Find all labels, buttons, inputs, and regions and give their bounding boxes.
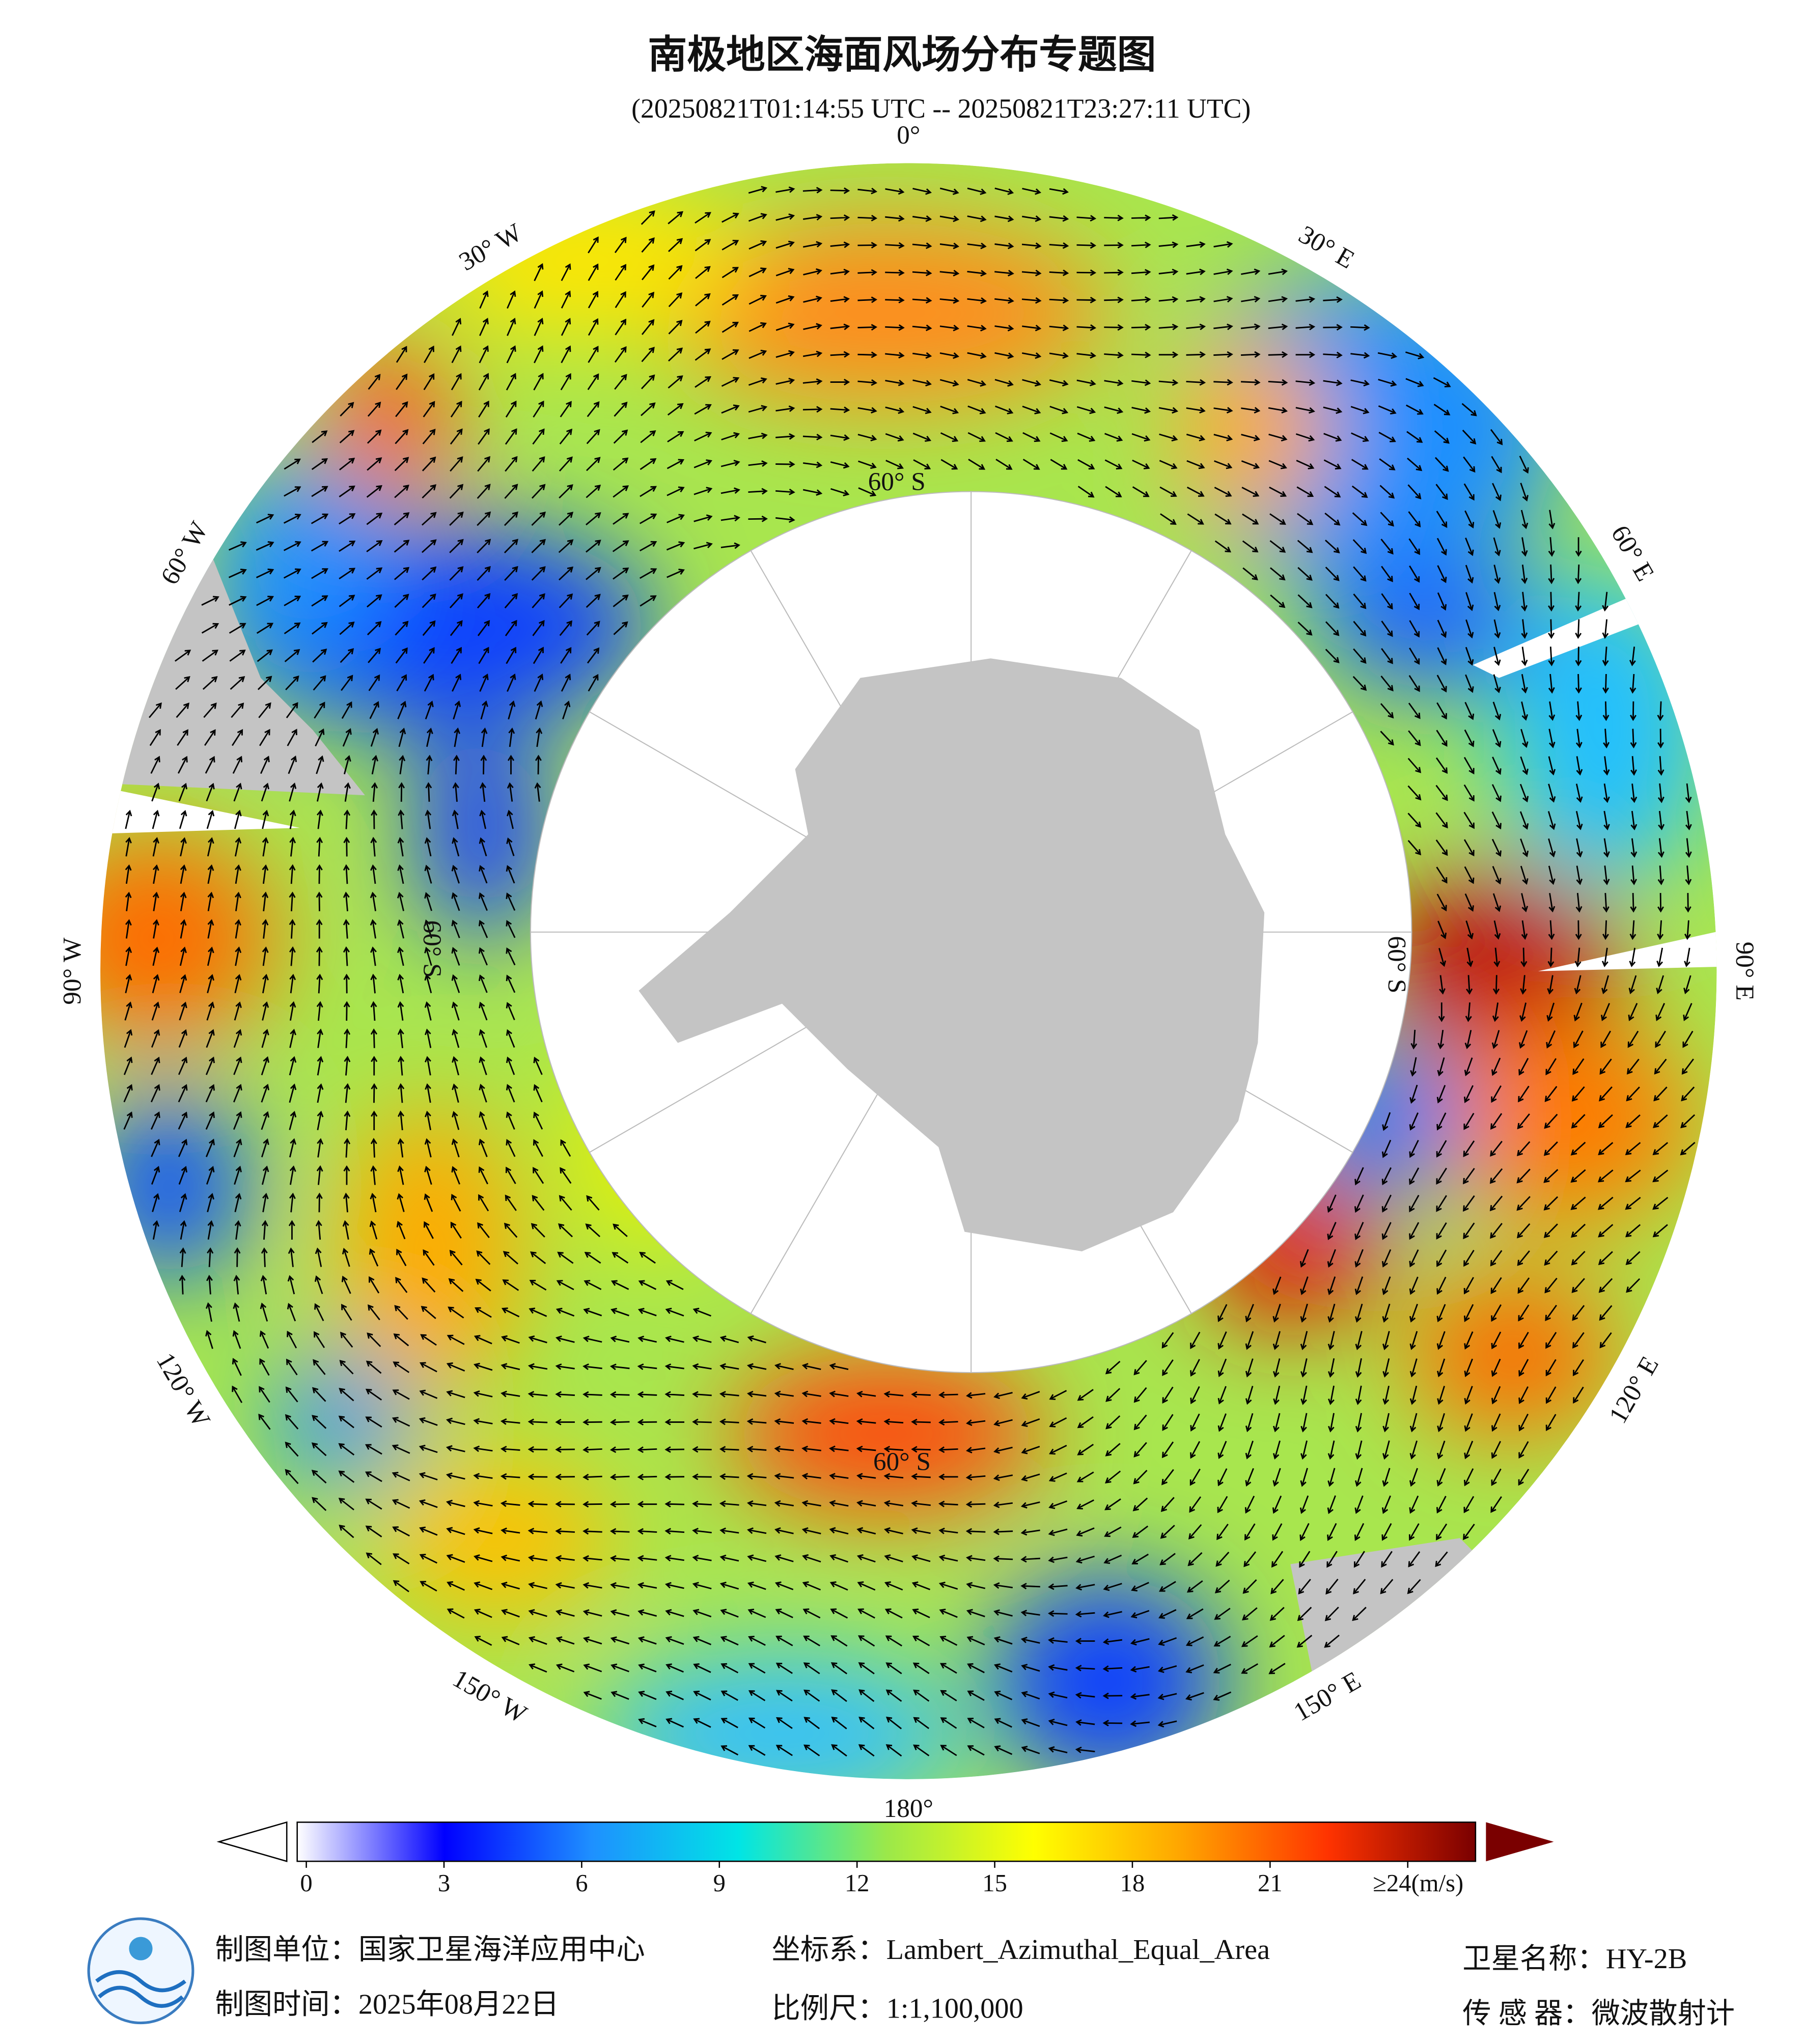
latitude-label: 60° S (868, 467, 926, 496)
data-gap (1538, 912, 1717, 971)
latitude-label: 60° S (873, 1447, 931, 1476)
colorbar-ticks: 0 3 6 9 12 15 18 21 ≥24(m/s) (300, 1861, 1463, 1897)
colorbar-tick-label: 9 (713, 1869, 726, 1897)
logo (87, 1917, 195, 2025)
wind-field (100, 163, 1717, 1779)
colorbar-tick-label: 18 (1120, 1869, 1145, 1897)
latitude-label: 60° S (418, 920, 447, 978)
footer-text: 卫星名称：HY-2B (1462, 1943, 1687, 1975)
footer: 制图单位：国家卫星海洋应用中心 坐标系：Lambert_Azimuthal_Equ… (215, 1934, 1735, 2029)
footer-text: 坐标系：Lambert_Azimuthal_Equal_Area (772, 1934, 1270, 1966)
colorbar-tick-label: 6 (575, 1869, 588, 1897)
data-gap (100, 782, 300, 834)
colorbar-max-arrow (1486, 1822, 1554, 1862)
footer-text: 比例尺：1:1,100,000 (772, 1993, 1023, 2024)
colorbar-tick-label: 21 (1258, 1869, 1283, 1897)
footer-text: 传 感 器：微波散射计 (1462, 1998, 1735, 2030)
title: 南极地区海面风场分布专题图 (648, 33, 1156, 78)
subtitle: (20250821T01:14:55 UTC -- 20250821T23:27… (631, 93, 1251, 124)
colorbar-tick-label: 12 (845, 1869, 870, 1897)
land-australia (1290, 1538, 1564, 1695)
colorbar-tick-label: ≥24(m/s) (1373, 1869, 1463, 1897)
wind-arrows (123, 186, 1696, 1757)
longitude-label: 180° (884, 1794, 933, 1823)
land-south-america (100, 547, 365, 796)
longitude-label: 0° (897, 121, 920, 150)
longitude-label: 90° E (1730, 942, 1759, 1001)
colorbar (296, 1822, 1477, 1862)
colorbar-tick-label: 15 (982, 1869, 1007, 1897)
antarctica (639, 658, 1265, 1252)
footer-text: 制图单位：国家卫星海洋应用中心 (215, 1934, 645, 1966)
parallel-circle (530, 491, 1412, 1374)
colorbar-tick-label: 0 (300, 1869, 312, 1897)
longitude-label: 90° W (58, 937, 87, 1005)
colorbar-min-arrow (216, 1821, 288, 1862)
colorbar-tick-label: 3 (438, 1869, 450, 1897)
latitude-label: 60° S (1382, 936, 1411, 993)
footer-text: 制图时间：2025年08月22日 (215, 1989, 559, 2021)
